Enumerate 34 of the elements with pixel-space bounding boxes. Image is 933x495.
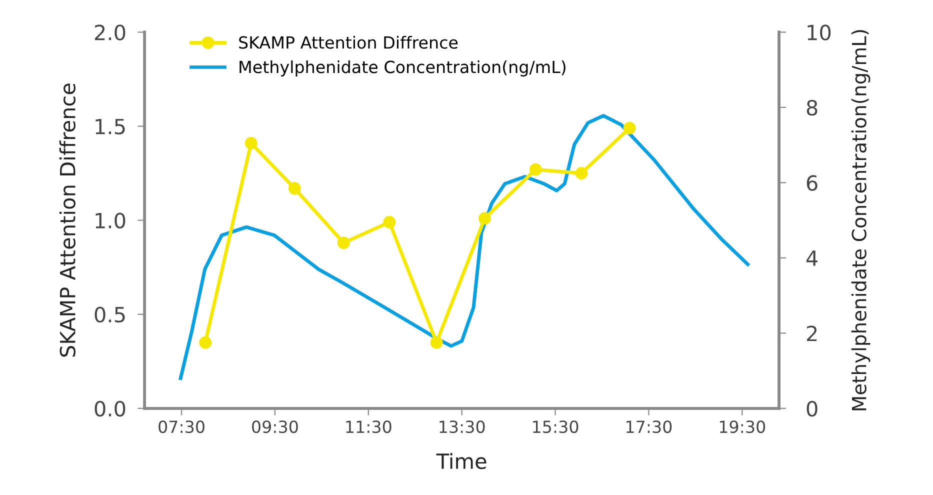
point (288, 182, 301, 195)
y-tick-label: 0.0 (94, 400, 126, 417)
x-tick-label: 09:30 (252, 420, 298, 434)
x-tick-label: 15:30 (533, 420, 578, 434)
point (478, 212, 491, 225)
point (244, 136, 258, 150)
x-tick-label: 19:30 (720, 420, 766, 434)
y2-tick-label: 10 (808, 24, 831, 40)
point (383, 216, 396, 228)
y-tick-label: 2.0 (94, 24, 126, 40)
x-tick-label: 17:30 (626, 420, 672, 434)
legend-label: SKAMP Attention Diffrence (239, 36, 458, 49)
line-series (178, 114, 750, 380)
y2-tick-label: 6 (806, 175, 818, 191)
x-tick-label: 11:30 (346, 420, 392, 434)
y-axis-title: SKAMP Attention Diffrence (59, 84, 76, 357)
y2-tick-label: 4 (806, 250, 818, 266)
x-tick-label: 13:30 (440, 420, 485, 434)
point (337, 236, 350, 250)
legend-label: Methylphenidate Concentration(ng/mL) (240, 60, 566, 76)
y-tick-label: 1.5 (96, 118, 125, 134)
y-tick-label: 1.0 (96, 212, 126, 228)
point (575, 167, 588, 180)
y2-tick-label: 2 (806, 326, 817, 342)
y2-tick-label: 0 (806, 400, 818, 417)
x-axis-title: Time (436, 452, 486, 470)
y2-tick-label: 8 (806, 100, 818, 116)
y2-axis-title: Methylphenidate Concentration(ng/mL) (851, 30, 870, 410)
point (430, 336, 443, 349)
point (529, 163, 542, 176)
x-tick-label: 07:30 (158, 420, 204, 434)
point (623, 122, 636, 134)
point (199, 336, 212, 349)
y-tick-label: 0.5 (94, 306, 125, 323)
